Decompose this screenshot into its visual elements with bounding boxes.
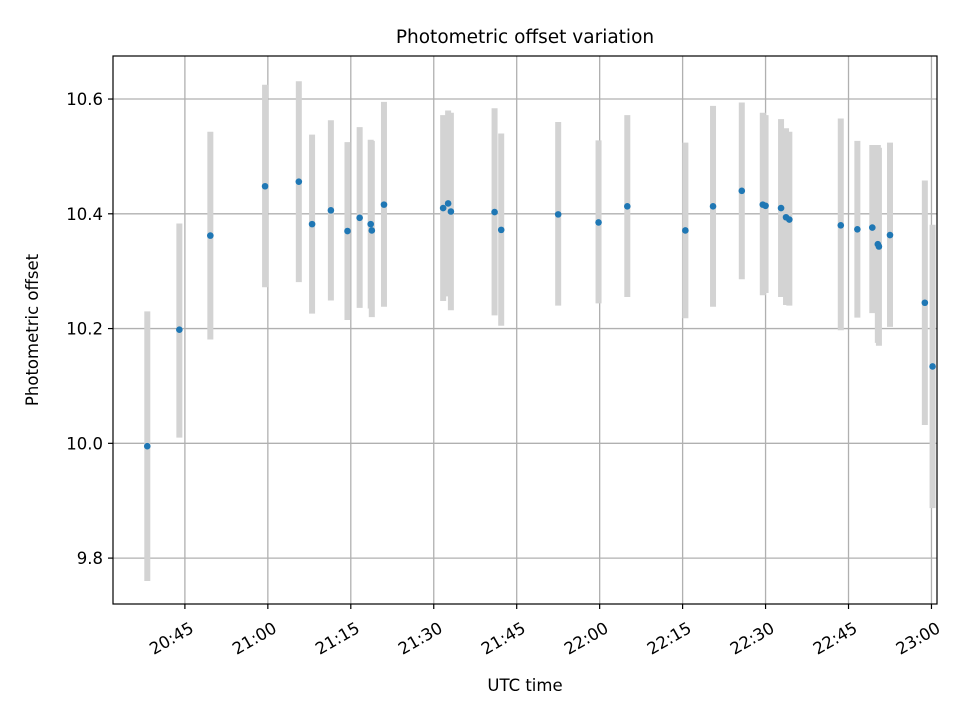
data-points	[143, 178, 936, 450]
chart-title: Photometric offset variation	[396, 27, 654, 48]
data-point	[682, 227, 689, 234]
data-point	[709, 203, 717, 210]
data-point	[921, 299, 929, 307]
data-point	[624, 203, 631, 210]
data-point	[295, 178, 303, 185]
data-point	[837, 221, 845, 229]
data-point	[327, 207, 335, 214]
data-point	[380, 201, 388, 208]
y-tick-label: 10.0	[66, 434, 103, 453]
data-point	[595, 219, 602, 226]
data-point	[207, 232, 214, 239]
data-point	[786, 216, 793, 223]
data-point	[762, 202, 769, 210]
data-point	[777, 204, 785, 212]
data-point	[143, 442, 151, 450]
plot-frame	[112, 55, 938, 605]
y-tick-label: 10.6	[66, 90, 103, 109]
y-axis: 9.8 10.0 10.2 10.4 10.6	[66, 90, 113, 568]
data-point	[447, 208, 455, 215]
y-tick-label: 10.4	[66, 205, 103, 224]
data-point	[176, 326, 183, 334]
data-point	[886, 231, 894, 239]
data-point	[854, 225, 861, 233]
data-point	[356, 214, 363, 222]
data-point	[738, 187, 746, 195]
data-point	[344, 227, 351, 235]
data-point	[308, 220, 316, 228]
data-point	[875, 243, 883, 250]
data-point	[929, 363, 936, 370]
x-axis-label: UTC time	[487, 676, 562, 695]
data-point	[261, 182, 269, 190]
y-axis-label: Photometric offset	[23, 253, 42, 406]
data-point	[367, 220, 375, 228]
data-point	[444, 200, 452, 207]
data-point	[439, 204, 447, 212]
data-point	[497, 226, 505, 234]
data-point	[491, 208, 498, 216]
data-point	[554, 211, 562, 218]
data-point	[868, 224, 876, 231]
y-tick-label: 9.8	[77, 549, 103, 568]
y-tick-label: 10.2	[66, 320, 103, 339]
data-point	[368, 227, 376, 234]
